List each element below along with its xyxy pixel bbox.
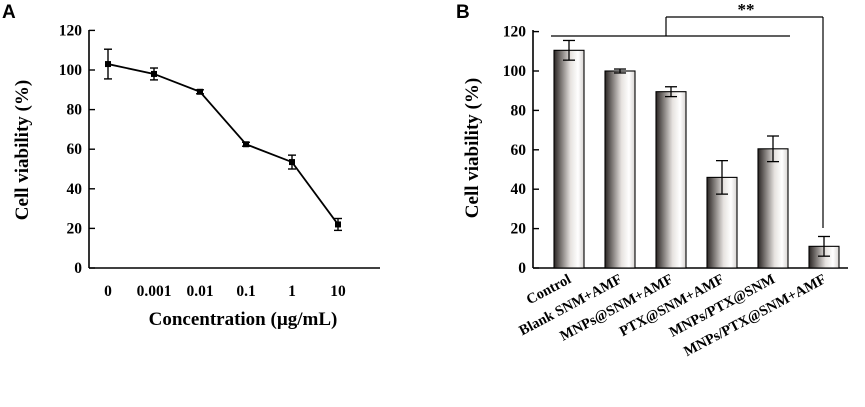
panel-b-y-axis-title: Cell viability (%) [462,78,483,218]
panel-b-letter: B [456,2,470,23]
panel-a-x-tick-label: 10 [330,283,346,300]
panel-a-series-line [107,63,339,225]
panel-a-data-point [335,221,341,228]
panel-b-bar [604,70,636,269]
panel-b-y-tick-label: 20 [511,221,527,238]
panel-a-chart: A 0 20 40 60 80 100 120 0 0.001 0.01 0.1 1 10 Cell … [2,2,380,330]
panel-b-bar [655,91,687,269]
panel-b-y-tick-label: 100 [503,63,527,80]
panel-a-data-point [197,88,203,95]
panel-a-y-tick-label: 0 [74,260,82,277]
panel-b-y-tick-label: 120 [503,24,527,41]
panel-a-x-tick-label: 0 [104,283,112,300]
panel-a-y-tick-label: 60 [67,141,83,158]
panel-a-y-tick-label: 100 [59,62,83,79]
panel-a-y-ticks: 0 20 40 60 80 100 120 [59,22,95,277]
panel-a-x-tick-label: 0.1 [236,283,255,300]
panel-a-x-tick-label: 0.01 [186,283,213,300]
panel-a-data-point [151,70,157,77]
panel-b-y-ticks: 0 20 40 60 80 100 120 [503,24,539,277]
panel-a-data-point [243,141,249,148]
panel-b-y-tick-label: 0 [518,260,526,277]
panel-a-x-tick-label: 1 [288,283,296,300]
significance-stars: ** [738,0,755,19]
panel-a-letter: A [2,2,16,23]
panel-a-y-tick-label: 120 [59,22,83,39]
panel-a-y-tick-label: 80 [67,102,83,119]
panel-b-y-tick-label: 40 [511,181,527,198]
panel-b-y-tick-label: 60 [511,142,527,159]
significance-bracket: ** [551,0,824,228]
panel-b-bar [757,148,789,269]
panel-a-series [104,48,342,232]
panel-b-bars [553,39,840,269]
panel-a-y-tick-label: 20 [67,220,83,237]
panel-b-bar [553,49,585,269]
panel-a-x-axis-title: Concentration (µg/mL) [149,309,338,330]
panel-a-data-point [105,61,111,68]
panel-b-y-tick-label: 80 [511,102,527,119]
panel-a-y-axis-title: Cell viability (%) [12,80,33,220]
panel-a-x-tick-label: 0.001 [137,283,172,300]
panel-a-data-point [289,159,295,166]
panel-a-x-ticks: 0 0.001 0.01 0.1 1 10 [104,283,346,300]
panel-a-y-tick-label: 40 [67,181,83,198]
